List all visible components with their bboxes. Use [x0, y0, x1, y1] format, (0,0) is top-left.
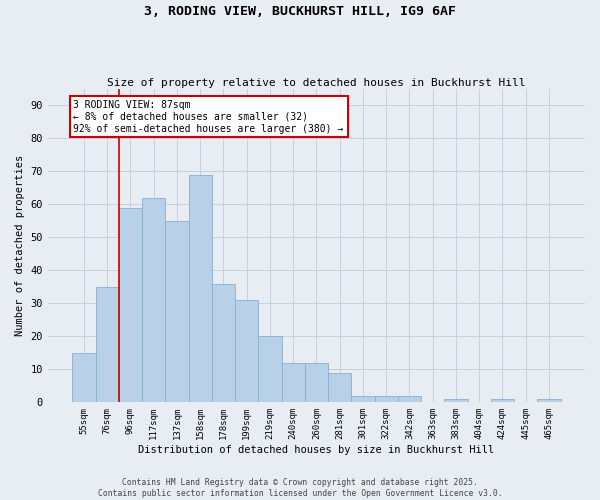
Bar: [119, 208, 142, 402]
Bar: [352, 396, 374, 402]
Bar: [235, 300, 259, 402]
Bar: [281, 362, 305, 403]
Bar: [538, 399, 560, 402]
Bar: [491, 399, 514, 402]
Bar: [212, 284, 235, 403]
Text: 3 RODING VIEW: 87sqm
← 8% of detached houses are smaller (32)
92% of semi-detach: 3 RODING VIEW: 87sqm ← 8% of detached ho…: [73, 100, 344, 134]
Bar: [166, 221, 188, 402]
Text: Contains HM Land Registry data © Crown copyright and database right 2025.
Contai: Contains HM Land Registry data © Crown c…: [98, 478, 502, 498]
Bar: [259, 336, 281, 402]
Bar: [188, 174, 212, 402]
Title: Size of property relative to detached houses in Buckhurst Hill: Size of property relative to detached ho…: [107, 78, 526, 88]
Bar: [73, 353, 95, 403]
Bar: [95, 287, 119, 403]
Bar: [305, 362, 328, 403]
Bar: [328, 372, 352, 402]
Bar: [142, 198, 166, 402]
Bar: [374, 396, 398, 402]
Y-axis label: Number of detached properties: Number of detached properties: [15, 155, 25, 336]
Text: 3, RODING VIEW, BUCKHURST HILL, IG9 6AF: 3, RODING VIEW, BUCKHURST HILL, IG9 6AF: [144, 5, 456, 18]
Bar: [398, 396, 421, 402]
X-axis label: Distribution of detached houses by size in Buckhurst Hill: Distribution of detached houses by size …: [139, 445, 494, 455]
Bar: [445, 399, 467, 402]
